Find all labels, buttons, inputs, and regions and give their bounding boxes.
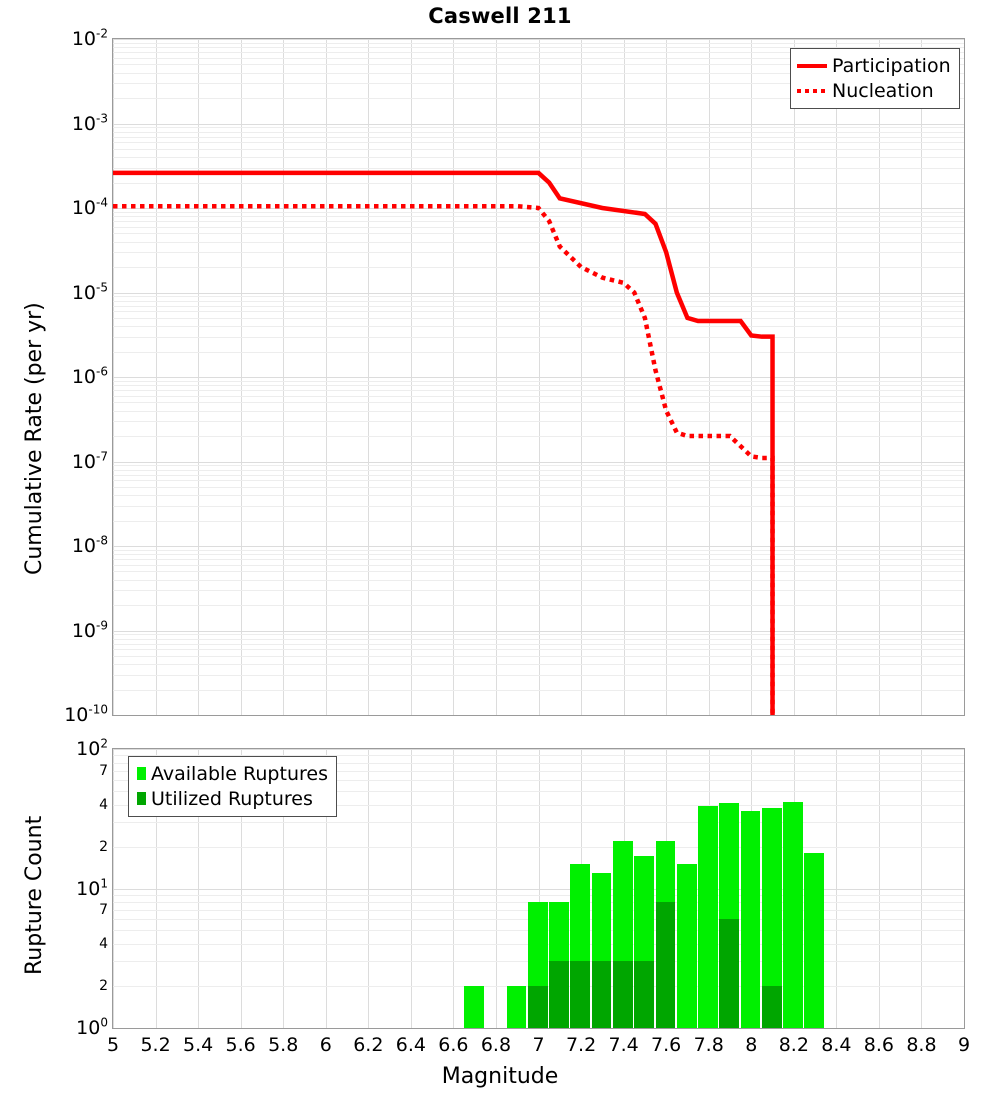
gridline-horizontal (113, 715, 964, 716)
figure-title: Caswell 211 (0, 4, 1000, 28)
bar-available (507, 986, 527, 1028)
x-tick-label: 7.4 (608, 1034, 638, 1056)
y-tick-label: 10-7 (72, 451, 108, 473)
legend-label-participation: Participation (832, 55, 951, 77)
y-tick-label-minor: 4 (99, 936, 108, 952)
y-tick-label: 101 (76, 878, 108, 900)
nucleation-line-icon (797, 89, 827, 93)
x-tick-label: 8.2 (779, 1034, 809, 1056)
x-tick-label: 5 (107, 1034, 119, 1056)
x-tick-label: 8 (745, 1034, 757, 1056)
figure-canvas: Caswell 211 10-2 10-3 10-4 10-5 10-6 10-7 10-8… (0, 0, 1000, 1100)
y-tick-label: 10-3 (72, 113, 108, 135)
bar-utilized (592, 961, 612, 1028)
bar-available (783, 802, 803, 1028)
legend-item-available: Available Ruptures (135, 761, 328, 786)
y-tick-label: 10-5 (72, 282, 108, 304)
x-tick-label: 5.6 (226, 1034, 256, 1056)
utilized-swatch-icon (135, 792, 147, 805)
y-tick-label-minor: 7 (99, 763, 108, 779)
x-tick-label: 6 (320, 1034, 332, 1056)
x-tick-label: 8.6 (864, 1034, 894, 1056)
y-tick-label: 10-9 (72, 620, 108, 642)
bar-utilized (549, 961, 569, 1028)
gridline-horizontal (113, 889, 964, 890)
gridline-horizontal (113, 895, 964, 896)
x-tick-label: 5.4 (183, 1034, 213, 1056)
x-tick-label: 7.6 (651, 1034, 681, 1056)
y-tick-label: 10-10 (64, 704, 108, 726)
x-tick-label: 8.8 (906, 1034, 936, 1056)
x-tick-label: 7.8 (694, 1034, 724, 1056)
bar-utilized (528, 986, 548, 1028)
bar-available (804, 853, 824, 1028)
x-tick-label: 7.2 (566, 1034, 596, 1056)
rupture-legend: Available Ruptures Utilized Ruptures (128, 756, 337, 817)
bar-available (464, 986, 484, 1028)
series-participation (113, 173, 773, 715)
gridline-horizontal (113, 847, 964, 848)
gridline-vertical (964, 39, 965, 715)
gridline-horizontal (113, 822, 964, 823)
bottom-y-axis-title: Rupture Count (22, 816, 47, 975)
x-tick-label: 5.8 (268, 1034, 298, 1056)
y-tick-label-minor: 2 (99, 978, 108, 994)
x-tick-label: 6.2 (353, 1034, 383, 1056)
available-swatch-icon (135, 767, 147, 780)
bar-available (698, 806, 718, 1028)
x-tick-label: 6.4 (396, 1034, 426, 1056)
y-tick-label: 10-8 (72, 535, 108, 557)
participation-line-icon (797, 64, 827, 68)
x-tick-label: 5.2 (140, 1034, 170, 1056)
legend-label-available: Available Ruptures (151, 763, 328, 785)
legend-item-utilized: Utilized Ruptures (135, 786, 328, 811)
y-tick-label: 10-6 (72, 366, 108, 388)
bar-utilized (656, 902, 676, 1028)
y-tick-label-minor: 7 (99, 902, 108, 918)
gridline-horizontal (113, 749, 964, 750)
bar-utilized (719, 919, 739, 1028)
y-tick-label-minor: 2 (99, 839, 108, 855)
x-tick-label: 6.8 (481, 1034, 511, 1056)
legend-item-participation: Participation (797, 53, 951, 78)
y-tick-label: 100 (76, 1017, 108, 1039)
gridline-vertical (964, 749, 965, 1028)
curve-legend: Participation Nucleation (790, 48, 960, 109)
legend-item-nucleation: Nucleation (797, 78, 951, 103)
gridline-horizontal (113, 1028, 964, 1029)
cumulative-rate-plot (112, 38, 965, 716)
bar-utilized (570, 961, 590, 1028)
bar-available (741, 811, 761, 1028)
x-tick-label: 7 (532, 1034, 544, 1056)
bar-utilized (613, 961, 633, 1028)
bar-available (677, 864, 697, 1028)
mfd-curves (113, 39, 964, 715)
y-tick-label: 102 (76, 738, 108, 760)
bar-utilized (762, 986, 782, 1028)
y-tick-label: 10-2 (72, 28, 108, 50)
legend-label-utilized: Utilized Ruptures (151, 788, 313, 810)
legend-label-nucleation: Nucleation (832, 80, 934, 102)
x-axis-title: Magnitude (0, 1064, 1000, 1089)
y-tick-label: 10-4 (72, 197, 108, 219)
bar-utilized (634, 961, 654, 1028)
x-tick-label: 9 (958, 1034, 970, 1056)
x-tick-label: 8.4 (821, 1034, 851, 1056)
y-tick-label-minor: 4 (99, 797, 108, 813)
top-y-axis-title: Cumulative Rate (per yr) (22, 302, 47, 575)
x-tick-label: 6.6 (438, 1034, 468, 1056)
